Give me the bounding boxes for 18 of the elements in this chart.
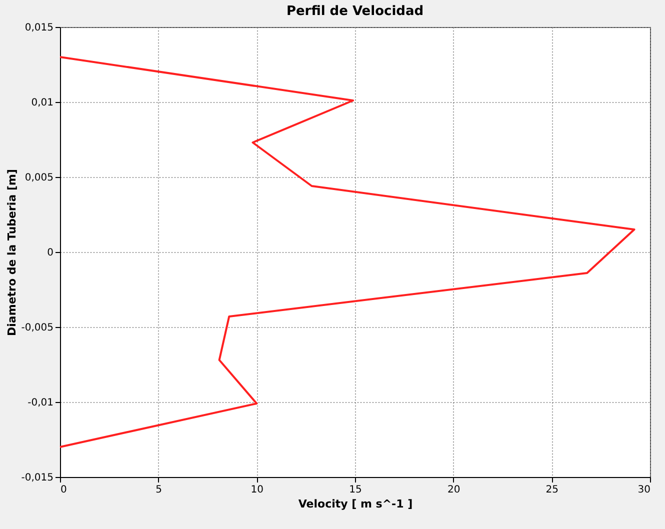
- x-tick-label: 5: [156, 484, 162, 496]
- y-tick-label: -0,01: [28, 398, 54, 408]
- x-tick-label: 30: [638, 484, 650, 496]
- x-tick-label: 15: [349, 484, 362, 496]
- x-tick-label: 20: [447, 484, 460, 496]
- x-tick-label: 10: [250, 484, 264, 496]
- y-tick-label: 0: [47, 248, 54, 258]
- x-tick-label: 25: [546, 484, 559, 496]
- line-series: [59, 56, 636, 448]
- y-tick-label: 0,015: [24, 22, 54, 34]
- x-axis-title: Velocity [ m s^-1 ]: [298, 498, 413, 510]
- y-tick-label: 0,01: [31, 98, 54, 108]
- y-axis-title: Diametro de la Tuberia [m]: [5, 169, 18, 336]
- y-tick-label: -0,005: [21, 322, 54, 334]
- y-tick-label: 0,005: [24, 172, 54, 184]
- x-tick-label: 0: [60, 484, 67, 496]
- y-tick-label: -0,015: [21, 472, 54, 484]
- chart-title: Perfil de Velocidad: [286, 4, 424, 19]
